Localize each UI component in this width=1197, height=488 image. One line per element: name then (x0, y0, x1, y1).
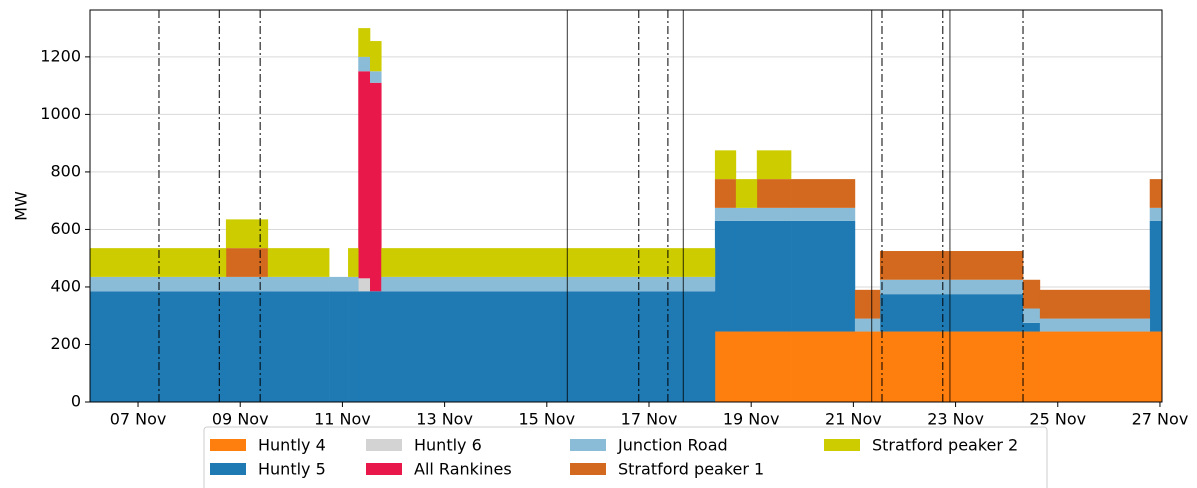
area-segment (329, 276, 349, 292)
area-segment (329, 291, 349, 402)
y-tick-label: 1000 (40, 104, 81, 123)
area-segment (756, 220, 792, 332)
area-segment (714, 179, 737, 208)
area-segment (90, 248, 227, 277)
y-tick-label: 800 (50, 161, 81, 180)
area-segment (854, 289, 881, 319)
area-segment (348, 276, 359, 292)
area-segment (1023, 331, 1041, 402)
area-segment (854, 318, 881, 332)
area-segment (370, 71, 382, 83)
legend-label: Huntly 6 (414, 436, 482, 455)
area-segment (879, 294, 1024, 332)
y-tick-label: 0 (71, 392, 81, 411)
y-tick-label: 600 (50, 219, 81, 238)
area-segment (735, 220, 758, 332)
area-segment (735, 179, 758, 208)
area-segment (756, 331, 792, 402)
area-segment (1039, 331, 1151, 402)
x-tick-label: 07 Nov (110, 410, 167, 429)
area-segment (381, 276, 716, 292)
y-axis-label: MW (12, 191, 31, 221)
area-segment (225, 219, 269, 249)
legend-swatch (366, 463, 402, 475)
area-segment (358, 56, 371, 72)
legend-swatch (570, 463, 606, 475)
area-segment (1149, 220, 1163, 332)
x-tick-label: 13 Nov (416, 410, 473, 429)
area-segment (714, 331, 737, 402)
legend-label: Huntly 5 (258, 460, 326, 479)
legend-swatch (210, 463, 246, 475)
area-segment (756, 150, 792, 180)
area-segment (348, 248, 359, 277)
y-tick-label: 200 (50, 334, 81, 353)
x-tick-label: 11 Nov (314, 410, 371, 429)
legend-swatch (824, 439, 860, 451)
area-segment (756, 207, 792, 221)
area-segment (358, 71, 371, 279)
legend-label: Stratford peaker 2 (872, 436, 1018, 455)
plot-frame (89, 9, 1163, 403)
area-segment (370, 291, 382, 402)
area-segment (854, 331, 881, 402)
area-segment (225, 276, 269, 292)
x-tick-label: 27 Nov (1132, 410, 1189, 429)
area-segment (358, 28, 371, 57)
area-segment (381, 248, 716, 277)
legend-label: All Rankines (414, 460, 512, 479)
x-tick-label: 23 Nov (927, 410, 984, 429)
x-tick-label: 17 Nov (621, 410, 678, 429)
area-segment (791, 331, 856, 402)
legend-swatch (210, 439, 246, 451)
area-segment (1039, 289, 1151, 319)
area-segment (1023, 308, 1041, 323)
area-segment (1023, 279, 1041, 309)
area-segment (1149, 179, 1163, 208)
area-segment (370, 82, 382, 292)
legend-swatch (570, 439, 606, 451)
area-segment (267, 291, 330, 402)
legend-swatch (366, 439, 402, 451)
y-tick-label: 1200 (40, 46, 81, 65)
area-segment (791, 207, 856, 221)
area-segment (225, 291, 269, 402)
area-segment (90, 276, 227, 292)
area-segment (879, 251, 1024, 280)
area-segment (370, 41, 382, 72)
x-tick-label: 15 Nov (518, 410, 575, 429)
x-tick-label: 19 Nov (723, 410, 780, 429)
area-segment (1149, 207, 1163, 221)
area-segment (1023, 322, 1041, 332)
legend-label: Junction Road (617, 436, 728, 455)
x-tick-label: 21 Nov (825, 410, 882, 429)
area-segment (879, 331, 1024, 402)
area-segment (225, 248, 269, 277)
area-segment (358, 278, 371, 292)
legend-label: Huntly 4 (258, 436, 326, 455)
area-segment (714, 207, 737, 221)
area-segment (791, 179, 856, 208)
area-segment (381, 291, 716, 402)
area-segment (714, 150, 737, 180)
area-segment (735, 207, 758, 221)
area-segment (1149, 331, 1163, 402)
x-tick-label: 25 Nov (1029, 410, 1086, 429)
area-segment (1039, 318, 1151, 332)
area-segment (267, 276, 330, 292)
area-segment (791, 220, 856, 332)
legend-label: Stratford peaker 1 (618, 460, 764, 479)
area-segment (267, 248, 330, 277)
area-segment (90, 291, 227, 402)
area-segment (358, 291, 371, 402)
x-tick-label: 09 Nov (212, 410, 269, 429)
area-segment (735, 331, 758, 402)
y-tick-label: 400 (50, 276, 81, 295)
area-segment (756, 179, 792, 208)
area-segment (348, 291, 359, 402)
area-segment (879, 279, 1024, 295)
area-segment (714, 220, 737, 332)
